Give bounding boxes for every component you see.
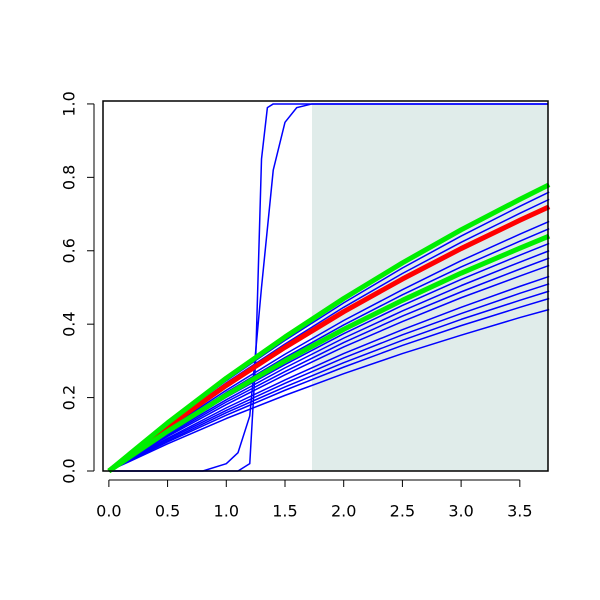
series-line bbox=[108, 290, 550, 472]
series-line bbox=[108, 250, 550, 472]
series-line bbox=[108, 297, 550, 472]
x-tick-label: 0.5 bbox=[155, 502, 180, 521]
series-line bbox=[108, 275, 550, 472]
x-tick-label: 1.5 bbox=[272, 502, 297, 521]
series-line bbox=[108, 103, 548, 472]
x-tick-label: 0.0 bbox=[96, 502, 121, 521]
x-tick-label: 3.5 bbox=[507, 502, 532, 521]
series-line bbox=[107, 204, 551, 473]
y-tick-label: 0.6 bbox=[60, 238, 79, 263]
y-tick-label: 0.0 bbox=[60, 458, 79, 483]
x-tick-label: 3.0 bbox=[448, 502, 473, 521]
x-tick-label: 1.0 bbox=[214, 502, 239, 521]
series-line bbox=[108, 308, 550, 472]
series-line bbox=[108, 257, 550, 472]
y-tick-label: 0.8 bbox=[60, 165, 79, 190]
series-line bbox=[107, 233, 551, 474]
series-line bbox=[108, 103, 548, 472]
plot-frame bbox=[102, 100, 549, 472]
y-tick-label: 0.2 bbox=[60, 385, 79, 410]
x-tick-label: 2.5 bbox=[390, 502, 415, 521]
y-tick-label: 0.4 bbox=[60, 311, 79, 336]
series-line bbox=[107, 182, 551, 473]
series-line bbox=[108, 264, 550, 472]
series-line bbox=[108, 220, 550, 472]
series-line bbox=[108, 283, 550, 472]
x-tick-label: 2.0 bbox=[331, 502, 356, 521]
y-tick-label: 1.0 bbox=[60, 91, 79, 116]
